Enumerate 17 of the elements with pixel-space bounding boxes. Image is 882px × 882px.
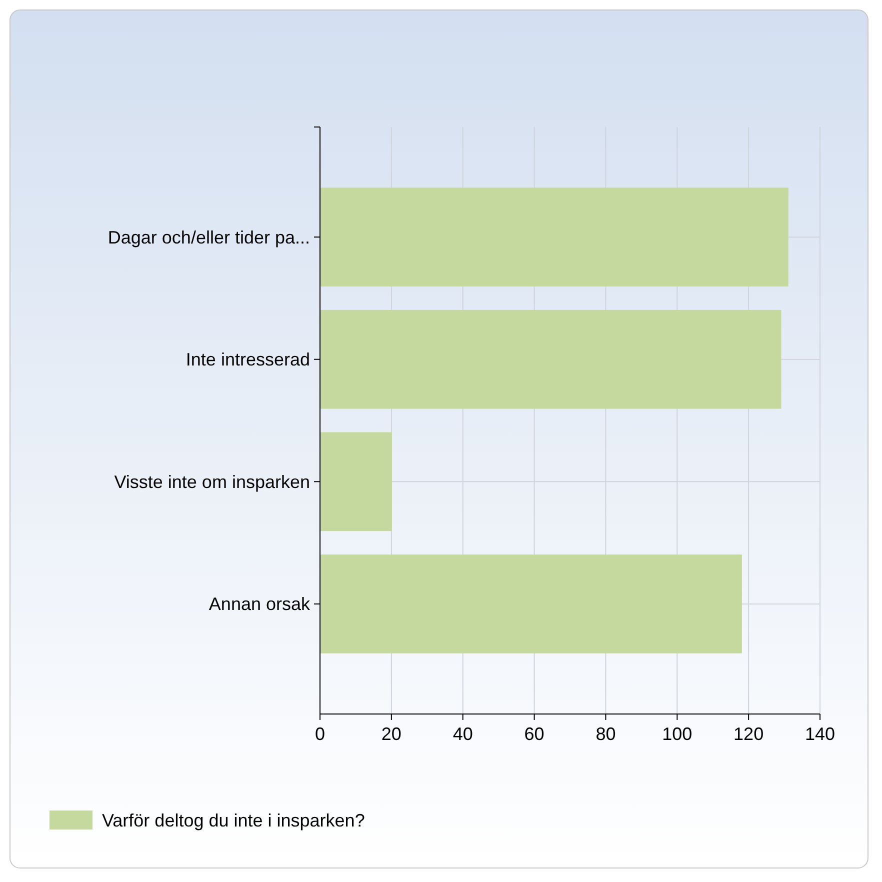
bar	[320, 310, 782, 409]
x-tick-label: 100	[662, 724, 692, 744]
legend-label: Varför deltog du inte i insparken?	[102, 810, 365, 830]
y-tick-label: Visste inte om insparken	[114, 472, 310, 492]
x-tick-label: 20	[381, 724, 402, 744]
x-tick-label: 140	[804, 724, 836, 744]
bar	[320, 554, 742, 654]
bar	[320, 188, 788, 286]
x-tick-label: 60	[524, 724, 544, 744]
x-tick-label: 40	[452, 724, 473, 744]
x-tick-label: 0	[314, 724, 326, 744]
y-tick-label: Dagar och/eller tider pa...	[108, 227, 310, 248]
y-tick-label: Annan orsak	[208, 594, 311, 614]
y-tick-label: Inte intresserad	[186, 350, 310, 370]
x-tick-label: 120	[734, 724, 764, 744]
x-tick-label: 80	[596, 724, 616, 744]
bar	[320, 432, 392, 532]
